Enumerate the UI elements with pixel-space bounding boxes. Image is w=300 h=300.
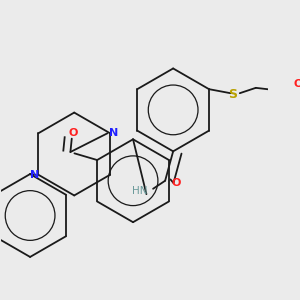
Text: O: O bbox=[294, 79, 300, 89]
Text: HN: HN bbox=[132, 186, 148, 197]
Text: N: N bbox=[30, 170, 39, 180]
Text: O: O bbox=[68, 128, 78, 138]
Text: S: S bbox=[229, 88, 238, 101]
Text: O: O bbox=[171, 178, 181, 188]
Text: N: N bbox=[110, 128, 119, 138]
